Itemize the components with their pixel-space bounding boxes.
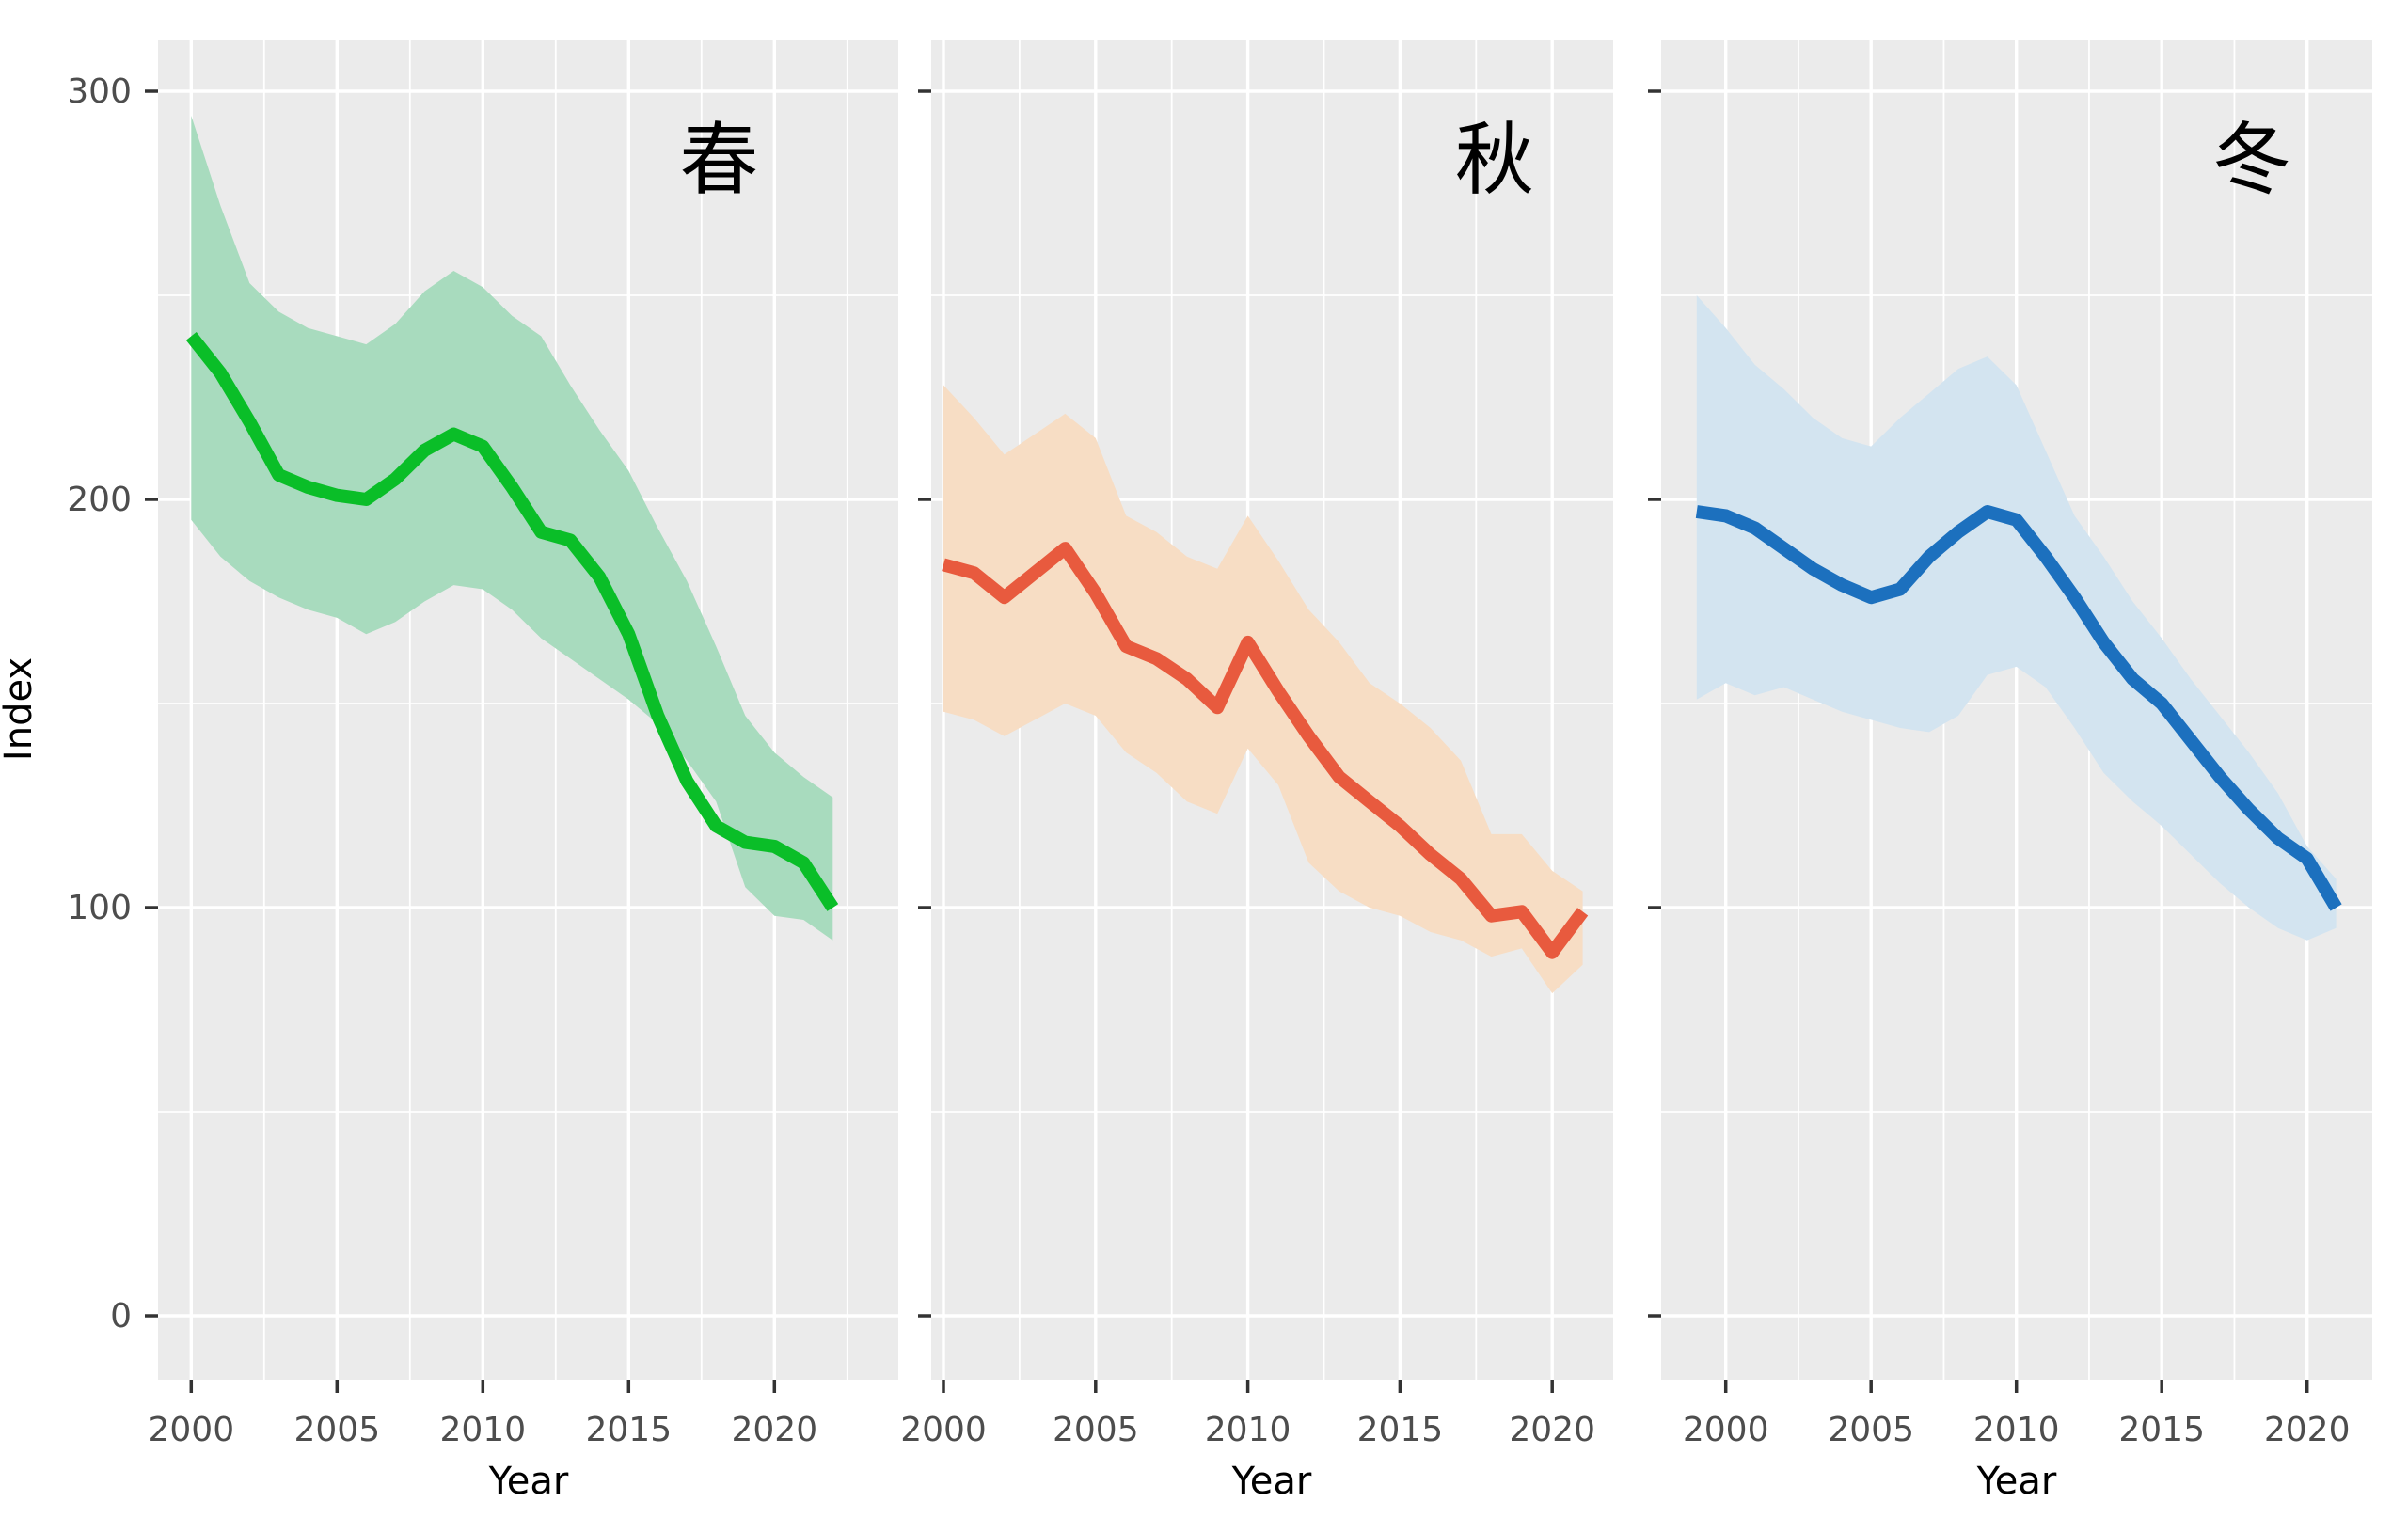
- panel-3: 2000 2005 2010 2015 2020 冬: [1648, 40, 2372, 1449]
- x-tick-label: 2005: [1828, 1411, 1914, 1449]
- x-tick-label: 2020: [731, 1411, 817, 1449]
- x-tick-label: 2020: [2264, 1411, 2351, 1449]
- x-axis-title-spring: Year: [488, 1460, 569, 1503]
- y-tick-label: 0: [110, 1297, 132, 1336]
- x-tick-label: 2005: [293, 1411, 380, 1449]
- x-tick-label: 2000: [148, 1411, 234, 1449]
- x-axis-title-autumn: Year: [1231, 1460, 1312, 1503]
- panel-2: 2000 2005 2010 2015 2020 秋: [900, 40, 1613, 1449]
- x-tick-label: 2000: [1683, 1411, 1769, 1449]
- panel-1: 2000 2005 2010 2015 2020 0 100 200 300 春: [67, 40, 898, 1449]
- index-line: [942, 542, 1589, 959]
- index-line: [1695, 505, 2342, 911]
- season-label: 冬: [2212, 114, 2291, 206]
- y-tick-label: 100: [67, 889, 132, 927]
- x-axis-title-winter: Year: [1976, 1460, 2057, 1503]
- x-tick-label: 2010: [1973, 1411, 2060, 1449]
- x-tick-label: 2000: [900, 1411, 987, 1449]
- x-tick-label: 2020: [1509, 1411, 1595, 1449]
- confidence-band: [1696, 295, 2337, 941]
- x-tick-label: 2015: [2118, 1411, 2205, 1449]
- x-tick-label: 2015: [1357, 1411, 1444, 1449]
- season-label: 春: [679, 114, 758, 206]
- y-axis-title: Index: [0, 656, 40, 762]
- x-tick-label: 2010: [1205, 1411, 1291, 1449]
- x-tick-label: 2005: [1053, 1411, 1139, 1449]
- index-line: [185, 332, 839, 911]
- y-tick-label: 200: [67, 481, 132, 519]
- y-tick-label: 300: [67, 72, 132, 111]
- panel-background: [158, 40, 898, 1380]
- season-label: 秋: [1455, 114, 1534, 206]
- x-tick-label: 2010: [439, 1411, 526, 1449]
- x-tick-label: 2015: [585, 1411, 672, 1449]
